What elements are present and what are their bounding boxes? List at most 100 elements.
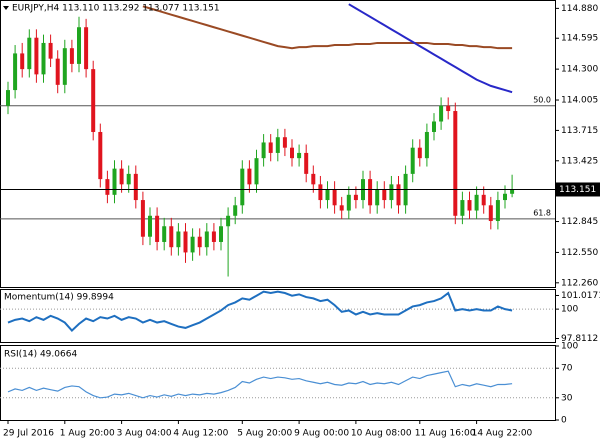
candle-body xyxy=(488,205,493,222)
candle-body xyxy=(190,236,195,253)
candle-body xyxy=(261,142,266,159)
x-tick-label: 9 Aug 00:00 xyxy=(294,429,349,439)
y-tick-label: 113.425 xyxy=(561,156,598,166)
x-tick-label: 4 Aug 12:00 xyxy=(173,429,228,439)
rsi-pane xyxy=(0,345,556,421)
candle-body xyxy=(268,142,273,153)
candle-body xyxy=(382,189,387,201)
y-tick-label: 114.595 xyxy=(561,34,598,44)
y-tick-label: 113.715 xyxy=(561,126,598,136)
candle-body xyxy=(6,90,10,106)
x-tick-label: 29 Jul 2016 xyxy=(3,429,54,439)
candle-body xyxy=(84,27,89,70)
candle-body xyxy=(20,53,25,70)
candle-body xyxy=(495,200,500,222)
line-series xyxy=(7,370,513,399)
candle-body xyxy=(219,226,223,242)
candle-body xyxy=(140,200,145,237)
candle-body xyxy=(417,147,422,159)
candle-body xyxy=(119,168,124,185)
pane-title: RSI(14) 49.0664 xyxy=(4,350,77,360)
candle-body xyxy=(368,179,373,206)
candle-body xyxy=(169,226,174,248)
candle-body xyxy=(311,173,316,185)
candle-body xyxy=(467,200,472,211)
y-tick-label: 112.845 xyxy=(561,217,598,227)
collapse-icon xyxy=(3,6,9,10)
candle-body xyxy=(183,231,188,253)
candle-body xyxy=(275,137,280,153)
y-tick-label: 114.880 xyxy=(561,4,598,14)
y-tick-label: 100 xyxy=(561,342,578,352)
candle-body xyxy=(453,111,458,216)
x-tick-label: 10 Aug 08:00 xyxy=(351,429,412,439)
x-tick-label: 1 Aug 20:00 xyxy=(60,429,115,439)
candle-body xyxy=(396,184,401,206)
current-price-box xyxy=(555,182,600,197)
candle-body xyxy=(353,194,358,201)
annotation-label: 61.8 xyxy=(533,208,551,217)
pane-plot xyxy=(0,290,555,333)
pane-title: EURJPY,H4 113.110 113.292 113.077 113.15… xyxy=(12,4,220,14)
candle-body xyxy=(162,226,167,242)
candle-body xyxy=(389,184,394,201)
line-series xyxy=(7,290,513,333)
candle-body xyxy=(474,194,479,211)
y-tick-label: 30 xyxy=(561,393,573,403)
pane-title: Momentum(14) 99.8994 xyxy=(4,293,114,303)
pane-plot xyxy=(0,3,555,277)
candle-body xyxy=(133,173,138,201)
y-tick-label: 70 xyxy=(561,364,573,374)
momentum-pane xyxy=(0,289,556,343)
y-tick-label: 0 xyxy=(561,416,567,426)
candle-body xyxy=(226,215,231,227)
x-tick-label: 5 Aug 20:00 xyxy=(237,429,292,439)
y-tick-label: 101.0171 xyxy=(561,291,600,301)
line-series xyxy=(348,3,513,94)
candle-body xyxy=(290,147,294,159)
y-tick-label: 112.550 xyxy=(561,248,598,258)
candle-body xyxy=(346,194,351,211)
candle-body xyxy=(176,231,181,248)
candle-body xyxy=(211,231,216,242)
candle-body xyxy=(297,152,302,159)
line-series xyxy=(142,5,513,50)
main-pane xyxy=(0,0,556,288)
y-tick-label: 114.300 xyxy=(561,65,598,75)
candle-body xyxy=(247,168,252,185)
candle-body xyxy=(34,37,39,75)
candle-body xyxy=(282,137,287,148)
annotation-label: 50.0 xyxy=(533,95,551,104)
candle-body xyxy=(424,131,429,159)
candle-body xyxy=(204,231,209,248)
y-tick-label: 97.8112 xyxy=(561,334,598,344)
candle-body xyxy=(27,37,32,70)
candle-body xyxy=(105,179,110,195)
candle-body xyxy=(155,215,160,242)
candle-body xyxy=(91,69,96,132)
candle-body xyxy=(332,189,337,206)
candle-body xyxy=(318,184,323,201)
candle-body xyxy=(510,189,515,194)
candle-body xyxy=(41,42,46,75)
candle-body xyxy=(233,205,238,216)
y-tick-label: 100 xyxy=(561,305,578,315)
candle-body xyxy=(503,193,507,201)
candle-body xyxy=(62,48,67,85)
candle-body xyxy=(98,131,103,180)
candle-body xyxy=(304,152,309,174)
candle-body xyxy=(446,105,451,112)
candle-body xyxy=(410,147,415,174)
candle-body xyxy=(126,173,131,185)
candle-body xyxy=(55,58,60,85)
candle-body xyxy=(339,205,344,211)
x-tick-label: 14 Aug 22:00 xyxy=(472,429,533,439)
y-tick-label: 112.260 xyxy=(561,278,598,288)
x-tick-label: 11 Aug 16:00 xyxy=(415,429,476,439)
candle-body xyxy=(460,200,465,216)
candle-body xyxy=(481,194,486,206)
candle-body xyxy=(375,189,380,206)
candle-body xyxy=(148,215,152,237)
candle-body xyxy=(48,42,53,59)
